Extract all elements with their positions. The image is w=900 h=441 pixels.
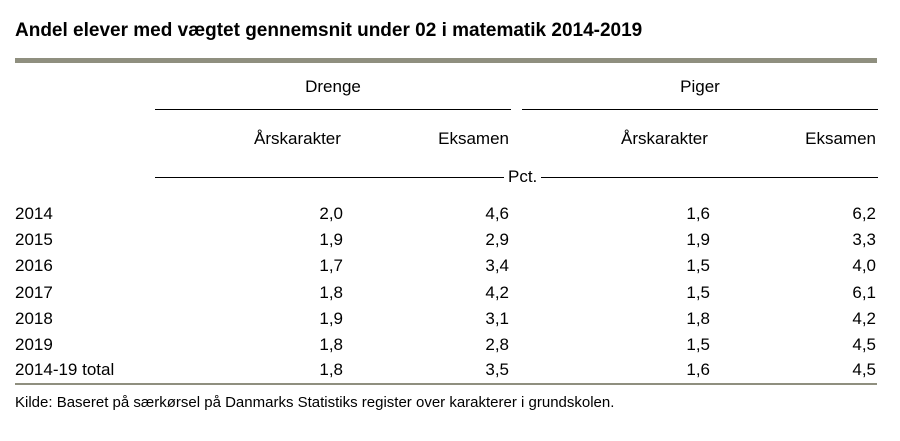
cell-boys-year-grade: 1,8 [319,283,343,302]
unit-label: Pct. [504,167,542,187]
table-title: Andel elever med vægtet gennemsnit under… [15,20,643,41]
cell-boys-exam: 2,8 [485,335,509,354]
cell-girls-year-grade: 1,5 [686,283,710,302]
cell-girls-year-grade: 1,6 [686,360,710,379]
bottom-rule [15,383,877,385]
row-label: 2019 [15,335,53,354]
cell-boys-exam: 4,6 [485,204,509,223]
group-rule-girls [522,109,878,110]
cell-boys-year-grade: 1,8 [319,335,343,354]
cell-girls-exam: 4,5 [852,360,876,379]
cell-boys-year-grade: 2,0 [319,204,343,223]
source-note: Kilde: Baseret på særkørsel på Danmarks … [15,394,615,411]
cell-girls-year-grade: 1,9 [686,230,710,249]
row-label: 2017 [15,283,53,302]
cell-boys-exam: 3,1 [485,309,509,328]
column-header-girls-year-grade: Årskarakter [621,129,708,148]
cell-boys-exam: 2,9 [485,230,509,249]
row-label: 2014 [15,204,53,223]
row-label: 2016 [15,256,53,275]
cell-boys-year-grade: 1,9 [319,309,343,328]
cell-boys-year-grade: 1,9 [319,230,343,249]
row-label: 2018 [15,309,53,328]
group-header-girls: Piger [680,77,720,96]
column-header-boys-exam: Eksamen [438,129,509,148]
cell-girls-exam: 4,2 [852,309,876,328]
cell-girls-year-grade: 1,5 [686,335,710,354]
column-header-boys-year-grade: Årskarakter [254,129,341,148]
cell-girls-exam: 4,5 [852,335,876,354]
cell-boys-year-grade: 1,8 [319,360,343,379]
cell-girls-exam: 6,1 [852,283,876,302]
row-label: 2015 [15,230,53,249]
cell-boys-exam: 3,5 [485,360,509,379]
cell-boys-year-grade: 1,7 [319,256,343,275]
cell-girls-exam: 3,3 [852,230,876,249]
cell-girls-exam: 6,2 [852,204,876,223]
cell-girls-exam: 4,0 [852,256,876,275]
group-rule-boys [155,109,511,110]
row-label: 2014-19 total [15,360,115,379]
cell-girls-year-grade: 1,8 [686,309,710,328]
cell-girls-year-grade: 1,6 [686,204,710,223]
cell-boys-exam: 3,4 [485,256,509,275]
group-header-boys: Drenge [305,77,361,96]
column-header-girls-exam: Eksamen [805,129,876,148]
top-rule [15,58,877,63]
cell-girls-year-grade: 1,5 [686,256,710,275]
cell-boys-exam: 4,2 [485,283,509,302]
